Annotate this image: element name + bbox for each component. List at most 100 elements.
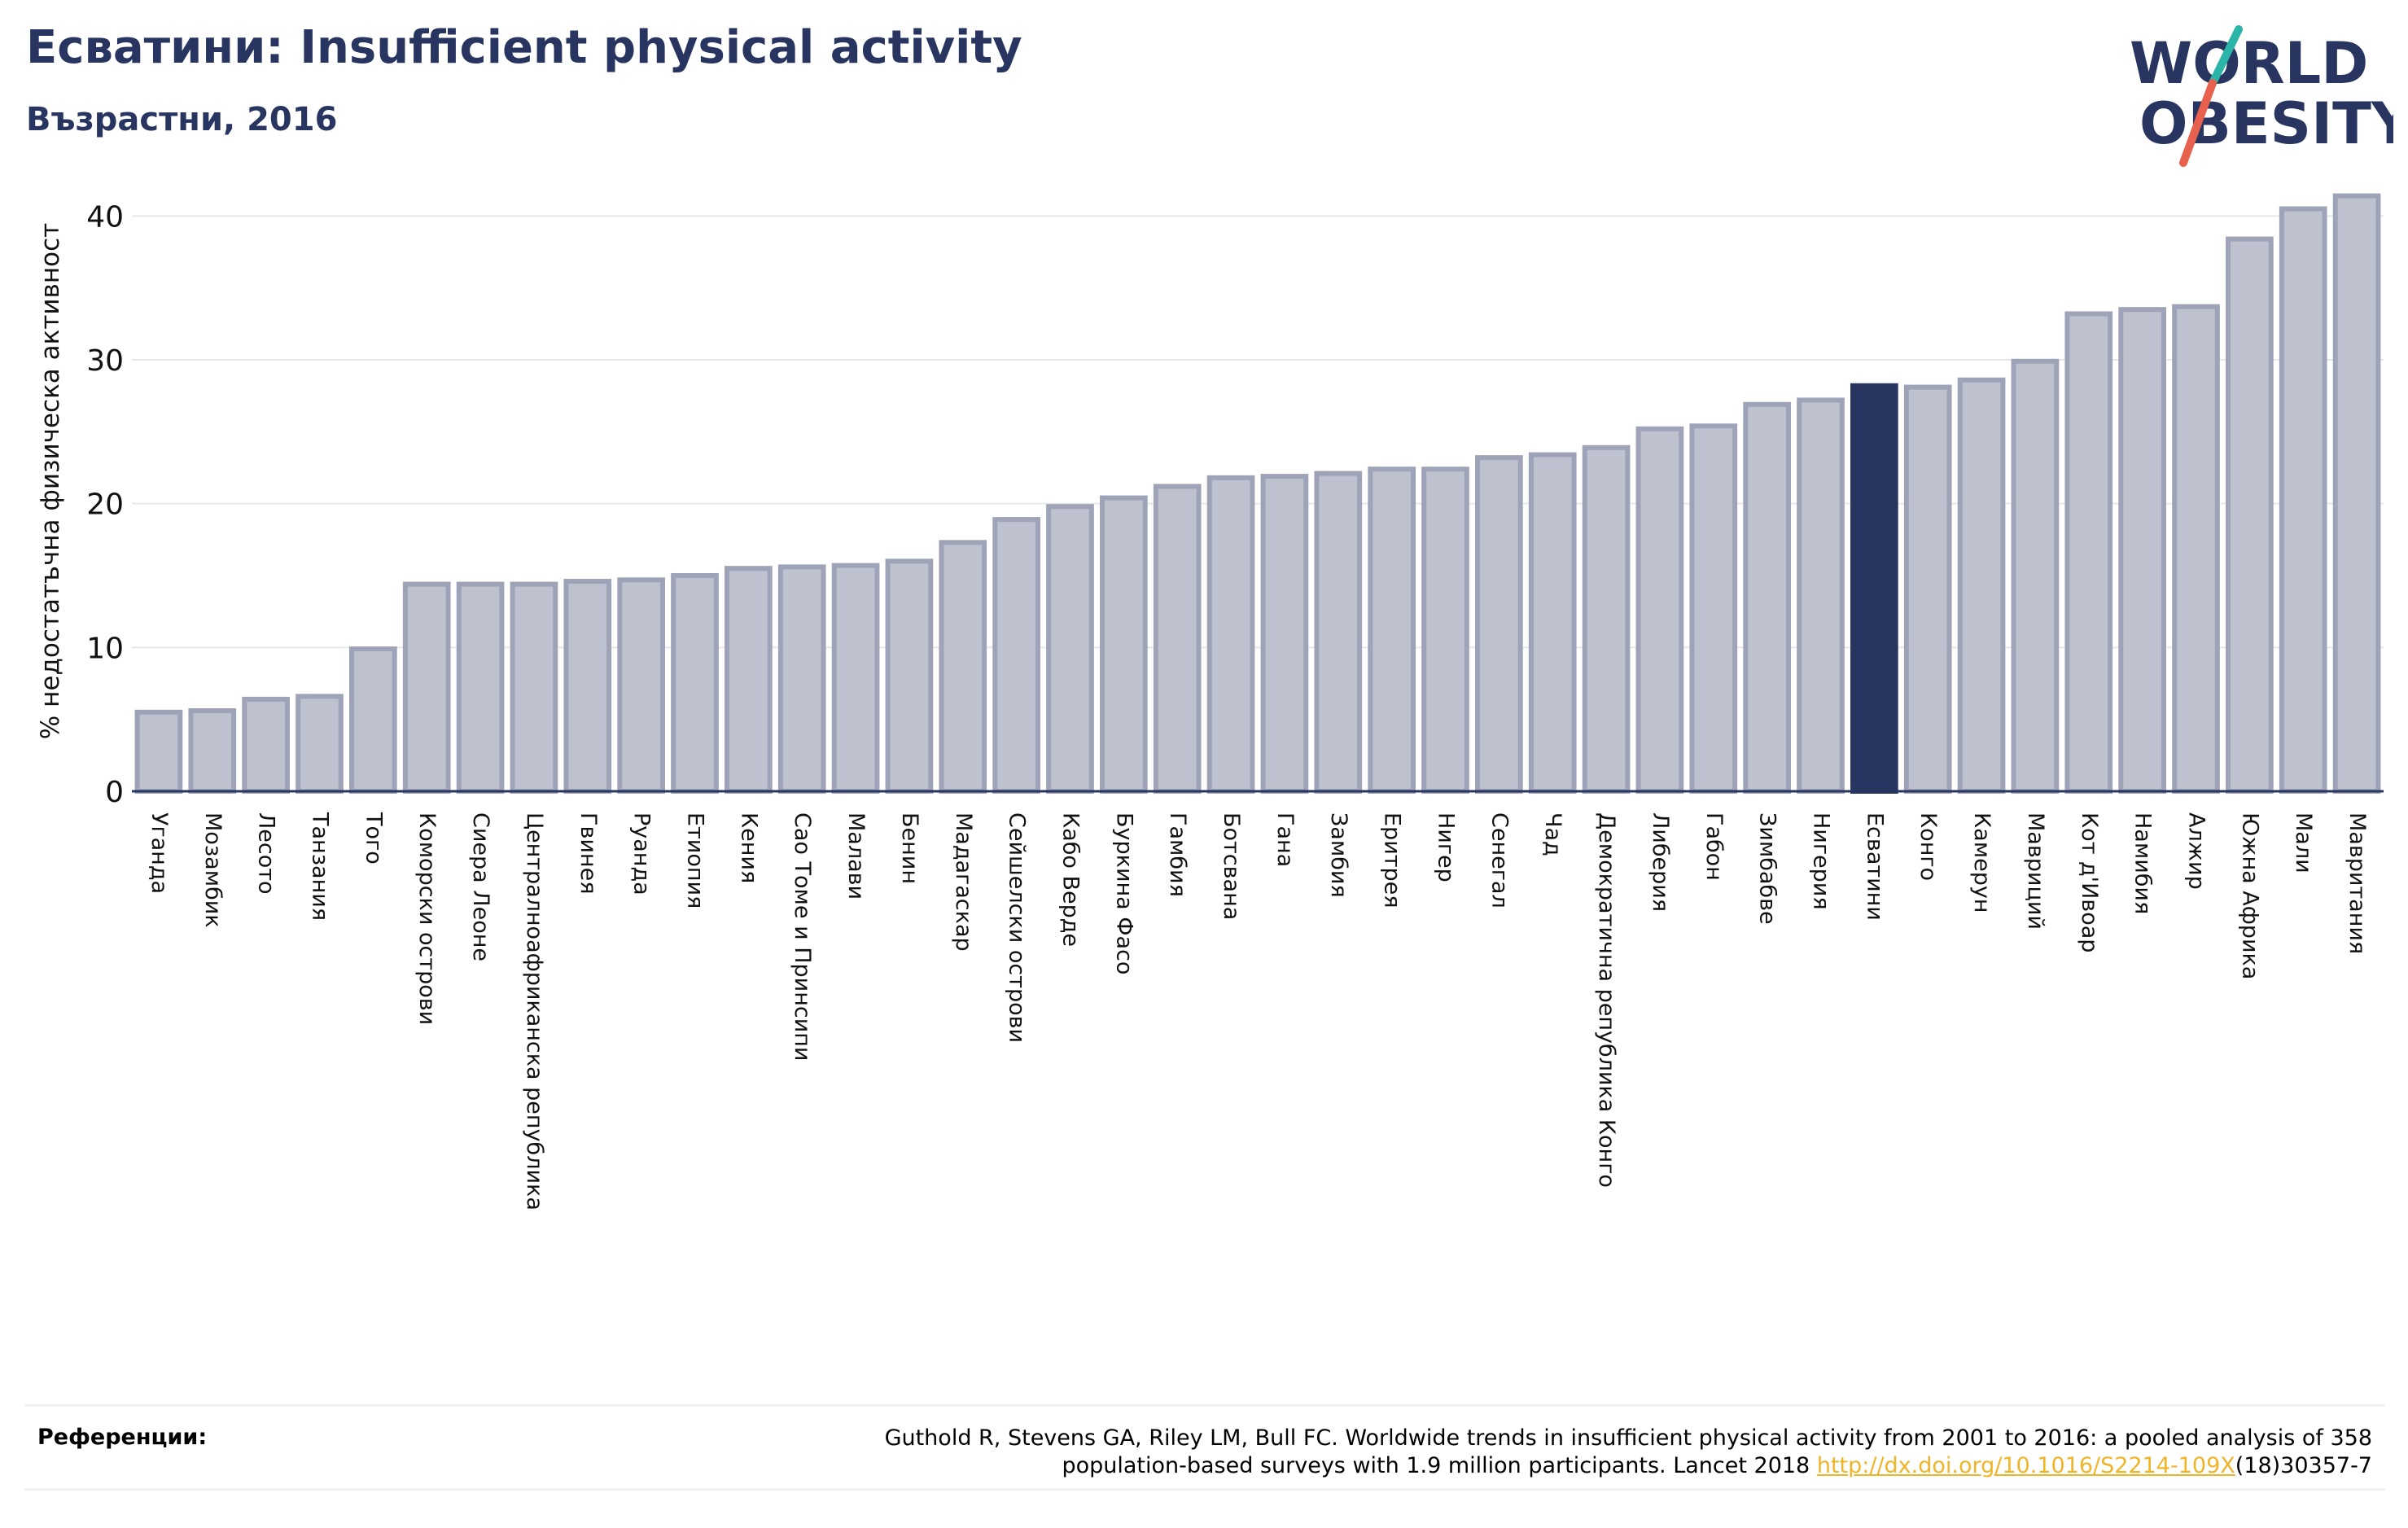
bar <box>992 517 1040 794</box>
reference-doi-link[interactable]: http://dx.doi.org/10.1016/S2214-109X <box>1816 1453 2235 1478</box>
x-category-label: Сейшелски острови <box>1005 812 1030 1043</box>
reference-line-1: Guthold R, Stevens GA, Riley LM, Bull FC… <box>884 1425 2372 1451</box>
x-category-label: Коморски острови <box>414 812 440 1025</box>
x-category-label: Есватини <box>1862 812 1887 921</box>
x-category-label: Нигерия <box>1809 812 1834 910</box>
x-category-label: Гвинея <box>576 812 601 894</box>
x-category-label: Южна Африка <box>2237 812 2262 979</box>
x-category-label: Гамбия <box>1165 812 1190 897</box>
page-subtitle: Възрастни, 2016 <box>26 101 338 138</box>
bar <box>1957 377 2006 794</box>
x-category-label: Демократична република Конго <box>1594 812 1619 1188</box>
logo-slash-bottom <box>2179 79 2217 167</box>
bar <box>2064 311 2113 794</box>
y-tick-label: 40 <box>86 200 124 234</box>
bar <box>617 577 665 794</box>
x-category-label: Ботсвана <box>1219 812 1244 920</box>
world-obesity-logo: WORLD OBESITY <box>2130 25 2393 167</box>
bar <box>2332 193 2381 795</box>
x-category-label: Алжир <box>2184 812 2209 890</box>
bar <box>296 694 344 795</box>
x-category-label: Сао Томе и Принсипи <box>790 812 815 1061</box>
x-category-label: Того <box>361 812 386 865</box>
bar <box>725 566 773 795</box>
references-box: Референции: Guthold R, Stevens GA, Riley… <box>24 1404 2385 1491</box>
x-category-label: Сенегал <box>1486 812 1512 908</box>
bar <box>1689 423 1738 794</box>
bar <box>939 540 987 794</box>
bar-chart: 0 10 20 30 40 % недостатъчна физическа активн… <box>36 193 2384 1211</box>
bar <box>1368 466 1416 794</box>
reference-line-2-end: (18)30357-7 <box>2235 1453 2372 1478</box>
x-category-label: Малави <box>843 812 869 900</box>
y-tick-label: 0 <box>105 776 124 809</box>
x-category-label: Нигер <box>1434 812 1459 882</box>
x-category-label: Мали <box>2291 812 2316 873</box>
bar <box>1100 495 1148 794</box>
bar <box>2279 206 2327 794</box>
x-category-label: Буркина Фасо <box>1111 812 1136 974</box>
bar <box>510 581 558 794</box>
bar <box>1903 384 1952 794</box>
logo-word-obesity: OBESITY <box>2139 90 2393 157</box>
y-tick-label: 20 <box>86 488 124 522</box>
logo-word-world: WORLD <box>2130 30 2368 97</box>
bar <box>2172 304 2220 794</box>
x-category-label: Камерун <box>1969 812 1994 913</box>
x-category-label: Танзания <box>308 812 333 921</box>
references-text: Guthold R, Stevens GA, Riley LM, Bull FC… <box>500 1425 2372 1480</box>
x-category-label: Еритрея <box>1380 812 1405 908</box>
x-category-label: Централноафриканска република <box>522 812 547 1211</box>
x-category-label: Зимбабве <box>1755 812 1780 925</box>
bar <box>1475 455 1523 795</box>
y-tick-label: 10 <box>86 632 124 665</box>
x-category-label: Бенин <box>897 812 922 884</box>
bar <box>2118 307 2166 794</box>
bar <box>242 696 290 795</box>
bar <box>1260 474 1309 794</box>
x-category-label: Лесото <box>254 812 279 895</box>
bar <box>1743 401 1791 794</box>
x-category-label: Конго <box>1915 812 1941 881</box>
bar <box>1206 475 1255 794</box>
x-category-label: Уганда <box>147 812 172 894</box>
bar <box>1635 426 1684 794</box>
bar <box>1797 397 1845 794</box>
bar <box>777 564 826 795</box>
bar <box>2011 358 2060 794</box>
x-category-label: Кабо Верде <box>1058 812 1084 947</box>
bar <box>1046 504 1094 794</box>
x-category-label: Кения <box>736 812 761 883</box>
x-category-label: Либерия <box>1648 812 1673 912</box>
page-title: Есватини: Insufficient physical activity <box>26 21 1022 74</box>
x-category-label: Габон <box>1701 812 1727 881</box>
bar <box>563 579 612 794</box>
reference-line-2: population-based surveys with 1.9 millio… <box>1062 1453 1817 1478</box>
bar <box>1153 484 1202 794</box>
x-category-label: Гана <box>1272 812 1298 867</box>
x-category-label: Мавриций <box>2023 812 2048 930</box>
references-label: Референции: <box>37 1425 208 1450</box>
bar-highlighted <box>1850 383 1898 794</box>
bar <box>134 709 183 794</box>
bar <box>1421 466 1469 794</box>
x-category-label: Чад <box>1540 812 1565 856</box>
bar <box>2226 236 2274 795</box>
x-category-label: Руанда <box>629 812 655 895</box>
x-category-label: Етиопия <box>683 812 708 908</box>
x-category-label: Замбия <box>1326 812 1351 898</box>
bar <box>1528 452 1577 794</box>
x-category-label: Сиера Леоне <box>468 812 493 961</box>
bar <box>885 558 934 794</box>
x-category-label: Намибия <box>2130 812 2156 914</box>
x-category-label: Мозамбик <box>200 812 225 928</box>
x-category-label: Мавритания <box>2345 812 2370 954</box>
bar <box>456 581 505 794</box>
logo-slash-top <box>2209 25 2243 87</box>
bar <box>671 573 719 794</box>
x-category-label: Кот д'Ивоар <box>2077 812 2102 952</box>
y-axis-title: % недостатъчна физическа активност <box>36 223 65 739</box>
y-tick-label: 30 <box>86 344 124 378</box>
bar <box>188 708 237 794</box>
bar <box>349 646 397 794</box>
